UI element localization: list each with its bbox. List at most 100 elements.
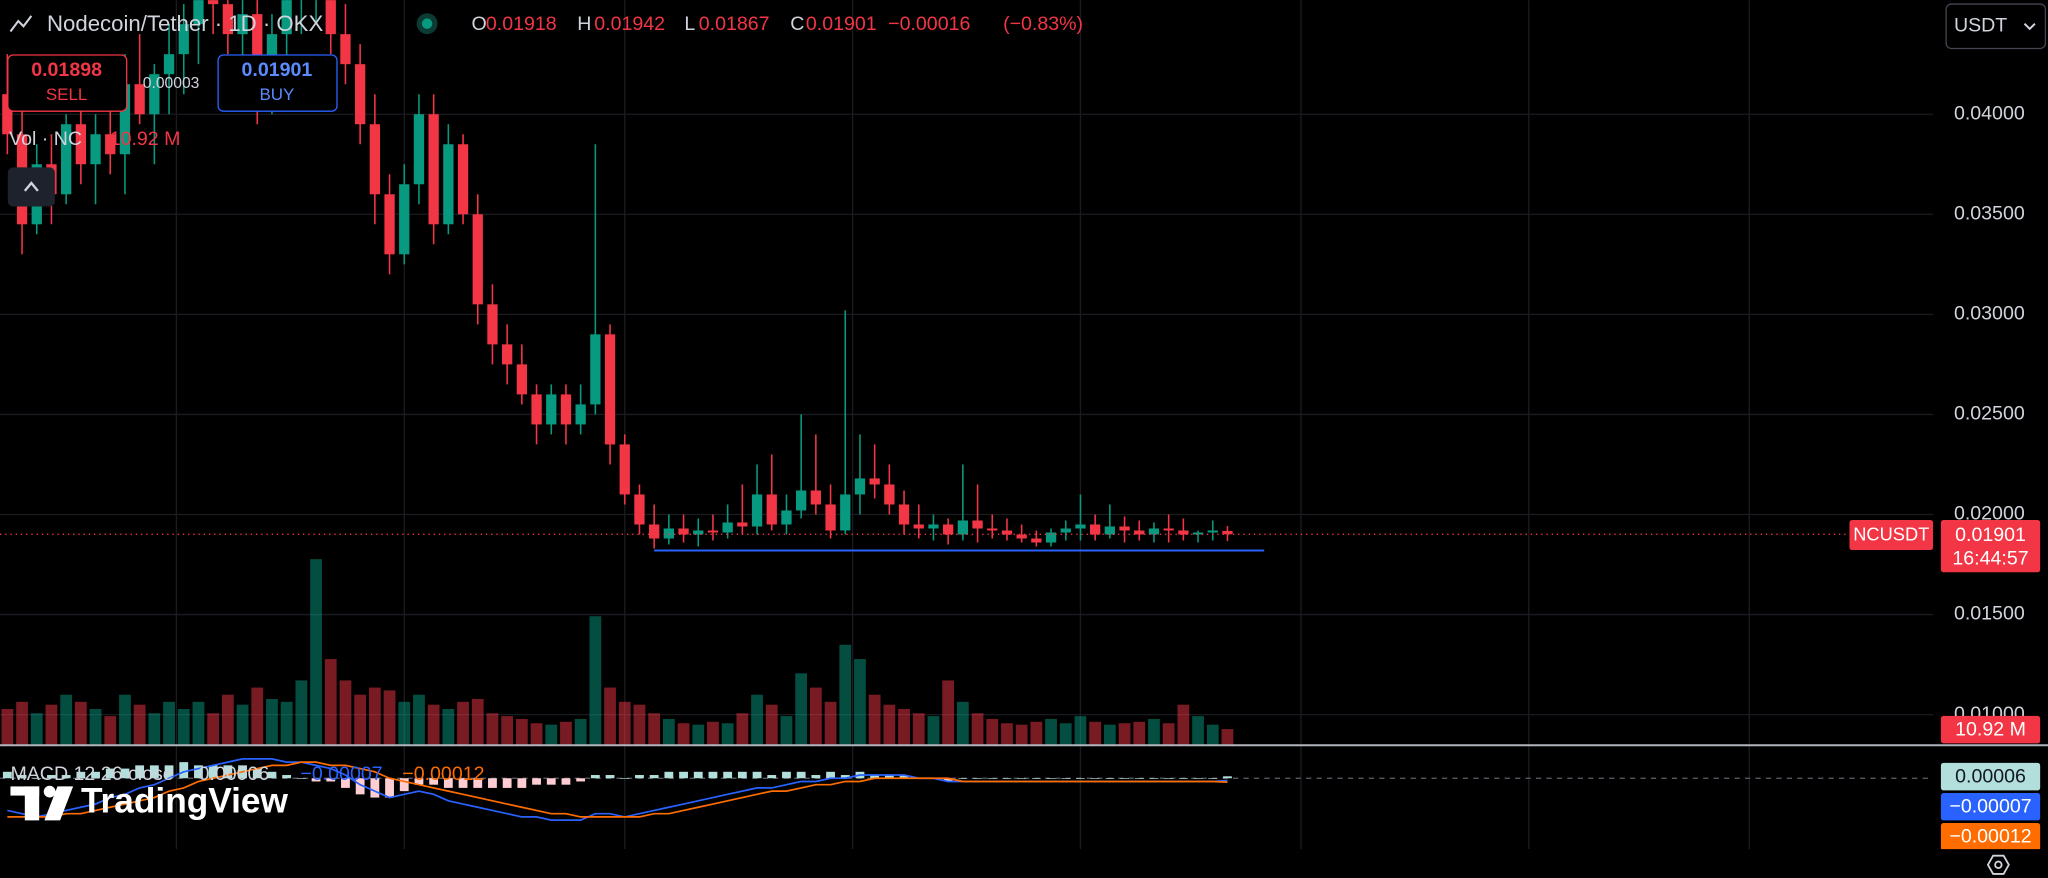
candle-body bbox=[1178, 530, 1189, 535]
collapse-chevron bbox=[23, 181, 39, 192]
open-label: O bbox=[472, 13, 487, 35]
macd-histogram-bar bbox=[546, 778, 556, 785]
currency-button[interactable] bbox=[1945, 3, 2047, 50]
candle-body bbox=[1148, 528, 1160, 535]
volume-bar bbox=[427, 704, 440, 745]
high-value: 0.01942 bbox=[594, 13, 665, 35]
macd-histogram-bar bbox=[105, 768, 115, 779]
candle-body bbox=[487, 304, 498, 345]
candle-body bbox=[443, 144, 454, 225]
macd-histogram-bar bbox=[1178, 778, 1188, 779]
candle-body bbox=[119, 84, 131, 155]
volume-bar bbox=[898, 708, 910, 745]
symbol-title[interactable]: Nodecoin/Tether · 1D · OKX bbox=[47, 11, 323, 36]
macd-histogram-bar bbox=[1193, 778, 1203, 779]
histogram-badge bbox=[1940, 762, 2041, 791]
candle-body bbox=[634, 494, 645, 525]
candle-body bbox=[1001, 530, 1013, 535]
volume-bar bbox=[104, 716, 117, 745]
macd-legend-macd: −0.00007 bbox=[300, 763, 382, 785]
candle-body bbox=[972, 520, 983, 529]
sell-button[interactable] bbox=[7, 54, 128, 112]
macd-histogram-bar bbox=[1164, 778, 1174, 779]
volume-bar bbox=[1192, 716, 1204, 745]
candle-body bbox=[913, 524, 924, 529]
volume-bar bbox=[618, 701, 631, 745]
candle-body bbox=[649, 524, 660, 539]
volume-bar bbox=[736, 713, 749, 745]
macd-histogram-bar bbox=[782, 771, 791, 779]
candle-body bbox=[840, 494, 851, 531]
macd-histogram-bar bbox=[708, 771, 718, 779]
macd-histogram-bar bbox=[679, 771, 688, 779]
volume-bar bbox=[324, 659, 337, 745]
macd-histogram-bar bbox=[796, 771, 806, 779]
volume-bar bbox=[515, 718, 528, 745]
volume-legend: Vol · NC bbox=[9, 128, 82, 150]
y-tick-label: 0.02500 bbox=[1954, 403, 2025, 425]
macd-histogram-bar bbox=[326, 778, 336, 782]
tradingview-logo bbox=[10, 785, 74, 821]
time-axis-bg bbox=[0, 849, 2048, 878]
macd-histogram-bar bbox=[605, 775, 615, 779]
candle-body bbox=[619, 444, 630, 495]
low-value: 0.01867 bbox=[699, 13, 770, 35]
macd-histogram-bar bbox=[76, 771, 86, 779]
macd-histogram-bar bbox=[1046, 778, 1056, 779]
buy-button[interactable] bbox=[217, 54, 338, 112]
macd-pane bbox=[0, 758, 1934, 821]
macd-histogram-bar bbox=[179, 762, 189, 779]
chart-icon bbox=[9, 15, 33, 33]
volume-bar bbox=[662, 718, 675, 745]
volume-bar bbox=[207, 713, 220, 745]
change-percent: (−0.83%) bbox=[1003, 13, 1083, 35]
macd-histogram-bar bbox=[620, 778, 630, 779]
candle-body bbox=[869, 478, 880, 485]
volume-badge bbox=[1940, 715, 2041, 744]
volume-bar bbox=[574, 718, 587, 745]
status-dot bbox=[421, 18, 433, 29]
volume-bar bbox=[1118, 723, 1131, 745]
candle-body bbox=[560, 394, 572, 425]
candle-body bbox=[61, 124, 72, 195]
macd-histogram-bar bbox=[870, 775, 880, 779]
volume-bar bbox=[133, 704, 146, 745]
macd-histogram-bar bbox=[1208, 778, 1218, 779]
macd-histogram-bar bbox=[32, 778, 42, 779]
volume-bar bbox=[692, 724, 705, 745]
volume-bar bbox=[780, 716, 793, 745]
volume-bar bbox=[1103, 724, 1116, 745]
settings-icon[interactable] bbox=[1986, 854, 2010, 875]
macd-badge-value: −0.00007 bbox=[1949, 795, 2031, 817]
candle-body bbox=[751, 494, 763, 527]
symbol-badge-label: NCUSDT bbox=[1853, 523, 1929, 544]
volume-bar bbox=[295, 680, 308, 745]
symbol-badge bbox=[1849, 519, 1934, 551]
candle-body bbox=[134, 84, 145, 115]
volume-badge-value: 10.92 M bbox=[1955, 718, 2026, 740]
volume-bar bbox=[986, 718, 999, 745]
volume-bar bbox=[413, 694, 425, 745]
macd-histogram-bar bbox=[532, 778, 541, 785]
volume-bar bbox=[221, 694, 234, 745]
collapse-button[interactable] bbox=[7, 167, 55, 207]
volume-bar bbox=[457, 701, 469, 745]
macd-histogram-bar bbox=[208, 765, 218, 779]
candle-body bbox=[252, 14, 263, 75]
macd-histogram-bar bbox=[958, 778, 968, 779]
histogram-badge-value: 0.00006 bbox=[1955, 765, 2026, 787]
macd-histogram-bar bbox=[840, 775, 850, 779]
candle-body bbox=[781, 510, 792, 525]
macd-legend-histogram: 0.00006 bbox=[199, 763, 270, 785]
macd-histogram-bar bbox=[488, 778, 497, 788]
volume-bar bbox=[16, 701, 28, 745]
macd-histogram-bar bbox=[120, 768, 130, 779]
y-tick-label: 0.02000 bbox=[1954, 503, 2025, 525]
volume-bar bbox=[560, 721, 572, 745]
candle-body bbox=[1207, 530, 1218, 533]
candle-body bbox=[163, 54, 175, 75]
candle-body bbox=[1016, 534, 1027, 539]
macd-histogram-bar bbox=[517, 778, 527, 788]
volume-bar bbox=[839, 644, 852, 745]
